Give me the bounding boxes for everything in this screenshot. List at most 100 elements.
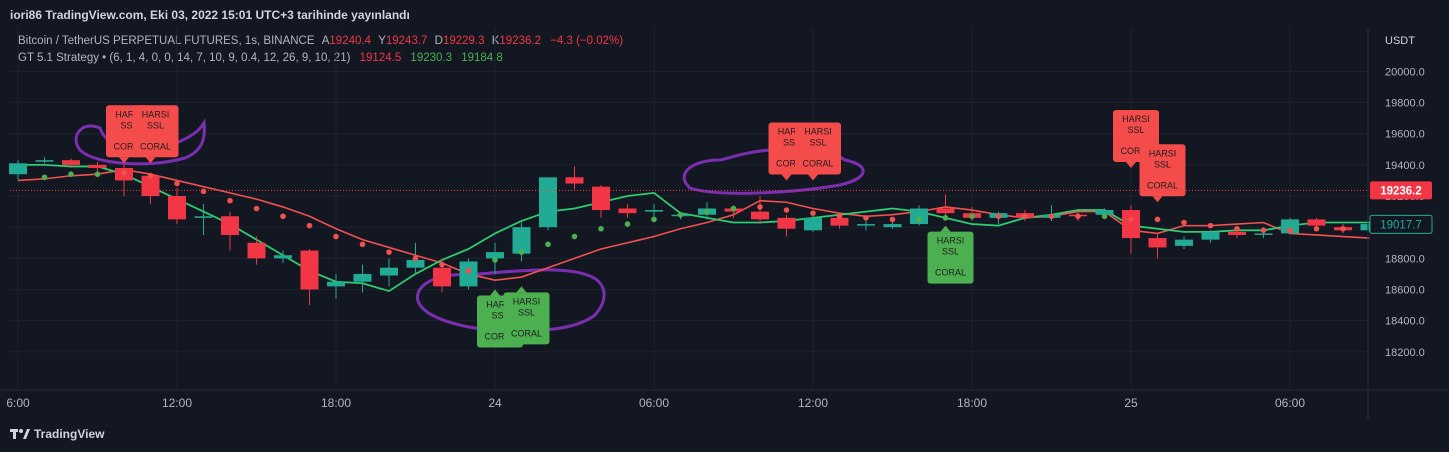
y-tick-label: 18800.0: [1385, 253, 1425, 265]
signal-pointer: [1126, 161, 1136, 168]
indicator-price-tag: [1369, 214, 1433, 234]
signal-text-line1: HARSI: [1149, 148, 1177, 158]
signal-text-line2: SSL: [518, 307, 535, 317]
signal-text-line3: CORAL: [511, 328, 542, 338]
signal-dot: [412, 255, 419, 262]
candle-body: [380, 267, 398, 276]
open-label: A: [321, 35, 330, 47]
x-tick-label: 25: [1124, 396, 1138, 410]
signal-dot: [757, 204, 763, 210]
signal-dot: [200, 188, 207, 195]
annotation-stroke: [416, 268, 606, 333]
price-axis[interactable]: USDT18200.018400.018600.018800.019000.01…: [10, 28, 1433, 420]
high-value: 19243.7: [385, 35, 428, 47]
signal-text-line1: HARSI: [115, 109, 143, 119]
y-tick-label: 19600.0: [1385, 129, 1425, 141]
signal-text-line2: SSL: [783, 137, 800, 147]
signal-text-line1: HARSI: [142, 109, 170, 119]
signal-dot: [1128, 216, 1134, 223]
x-tick-label: 06:00: [639, 396, 669, 410]
signal-dot: [386, 249, 392, 255]
candle-body: [327, 281, 345, 287]
candle-body: [857, 224, 875, 226]
signal-text-line3: CORAL: [935, 268, 966, 278]
signal-dot: [174, 180, 180, 187]
signal-dot: [704, 208, 710, 215]
candle-body: [618, 208, 637, 214]
candle-body: [883, 224, 902, 228]
candle-body: [804, 217, 822, 231]
footer-brand[interactable]: TradingView: [10, 427, 104, 441]
signal-text-line2: SSL: [1154, 159, 1171, 169]
candle-body: [910, 208, 928, 225]
signal-dot: [571, 233, 578, 240]
y-tick-label: 18400.0: [1385, 316, 1425, 328]
signal-text-line3: CORAL: [140, 141, 171, 151]
currency-label: USDT: [1385, 35, 1415, 47]
indicator-price-text: 19017.7: [1380, 219, 1422, 231]
signal-pointer: [1152, 196, 1163, 203]
signal-text-line2: SSL: [1127, 125, 1144, 135]
fast-line: [18, 163, 1370, 293]
signal-dot: [863, 215, 869, 221]
signal-dot: [439, 261, 445, 268]
low-value: 19229.3: [442, 35, 485, 47]
candle-body: [247, 242, 266, 259]
indicator-name[interactable]: GT 5.1 Strategy: [18, 52, 99, 64]
signal-dot: [41, 174, 48, 181]
signal-text-line2: SSL: [809, 137, 826, 147]
signal-dot: [253, 205, 260, 212]
candle-body: [1122, 210, 1140, 239]
signal-box: [795, 122, 841, 175]
time-axis[interactable]: 6:00 12:00 18:00 24 06:00 12:00 18:00 25 06:00: [0, 389, 1449, 410]
signal-text-line1: HARSI: [486, 300, 514, 310]
indicator-lines: [17, 163, 1370, 293]
candle-body: [459, 261, 478, 287]
signal-text-line1: HARSI: [778, 126, 806, 136]
signal-dot: [1181, 219, 1187, 226]
signal-dot: [836, 213, 843, 220]
signal-dot: [995, 213, 1002, 220]
y-tick-label: 20000.0: [1385, 66, 1425, 78]
signal-dot: [1101, 213, 1108, 220]
x-tick-label: 18:00: [321, 396, 351, 410]
bullet-separator-icon: •: [102, 52, 107, 64]
indicator-legend[interactable]: GT 5.1 Strategy • (6, 1, 4, 0, 0, 14, 7,…: [18, 52, 503, 64]
signal-dots: [41, 169, 1346, 274]
candle-body: [353, 273, 372, 282]
signal-dot: [333, 233, 339, 240]
symbol-legend[interactable]: Bitcoin / TetherUS PERPETUAL FUTURES, 1s…: [18, 35, 623, 47]
signal-dot: [810, 210, 816, 216]
signal-dot: [677, 211, 684, 218]
signal-dot: [889, 216, 896, 223]
signal-dot: [280, 213, 286, 220]
candle-body: [433, 267, 451, 287]
signal-pointer: [119, 157, 129, 164]
signal-pointer: [145, 157, 156, 164]
signal-box: [503, 292, 550, 345]
x-tick-label: 12:00: [798, 396, 828, 410]
open-value: 19240.4: [329, 35, 371, 47]
signal-dot: [227, 197, 233, 204]
candle-body: [35, 160, 54, 162]
signal-dot: [306, 222, 313, 229]
candle-body: [1175, 239, 1193, 246]
signal-box: [927, 231, 974, 284]
signal-dot: [1340, 225, 1346, 232]
grid-lines: [10, 28, 1368, 389]
symbol-name[interactable]: Bitcoin / TetherUS PERPETUAL FUTURES, 1s…: [18, 35, 315, 47]
candle-body: [62, 160, 80, 165]
indicator-value-1: 19124.5: [359, 52, 402, 64]
candle-body: [936, 208, 955, 214]
signal-dot: [942, 215, 949, 221]
candle-body: [777, 217, 796, 229]
indicator-value-2: 19230.3: [410, 52, 452, 64]
signal-text-line1: HARSI: [513, 296, 541, 306]
candle-body: [512, 227, 531, 254]
x-tick-label: 12:00: [162, 396, 192, 410]
candle-body: [565, 177, 584, 184]
signal-dot: [359, 241, 366, 248]
signal-text-line3: CORAL: [1147, 180, 1178, 190]
